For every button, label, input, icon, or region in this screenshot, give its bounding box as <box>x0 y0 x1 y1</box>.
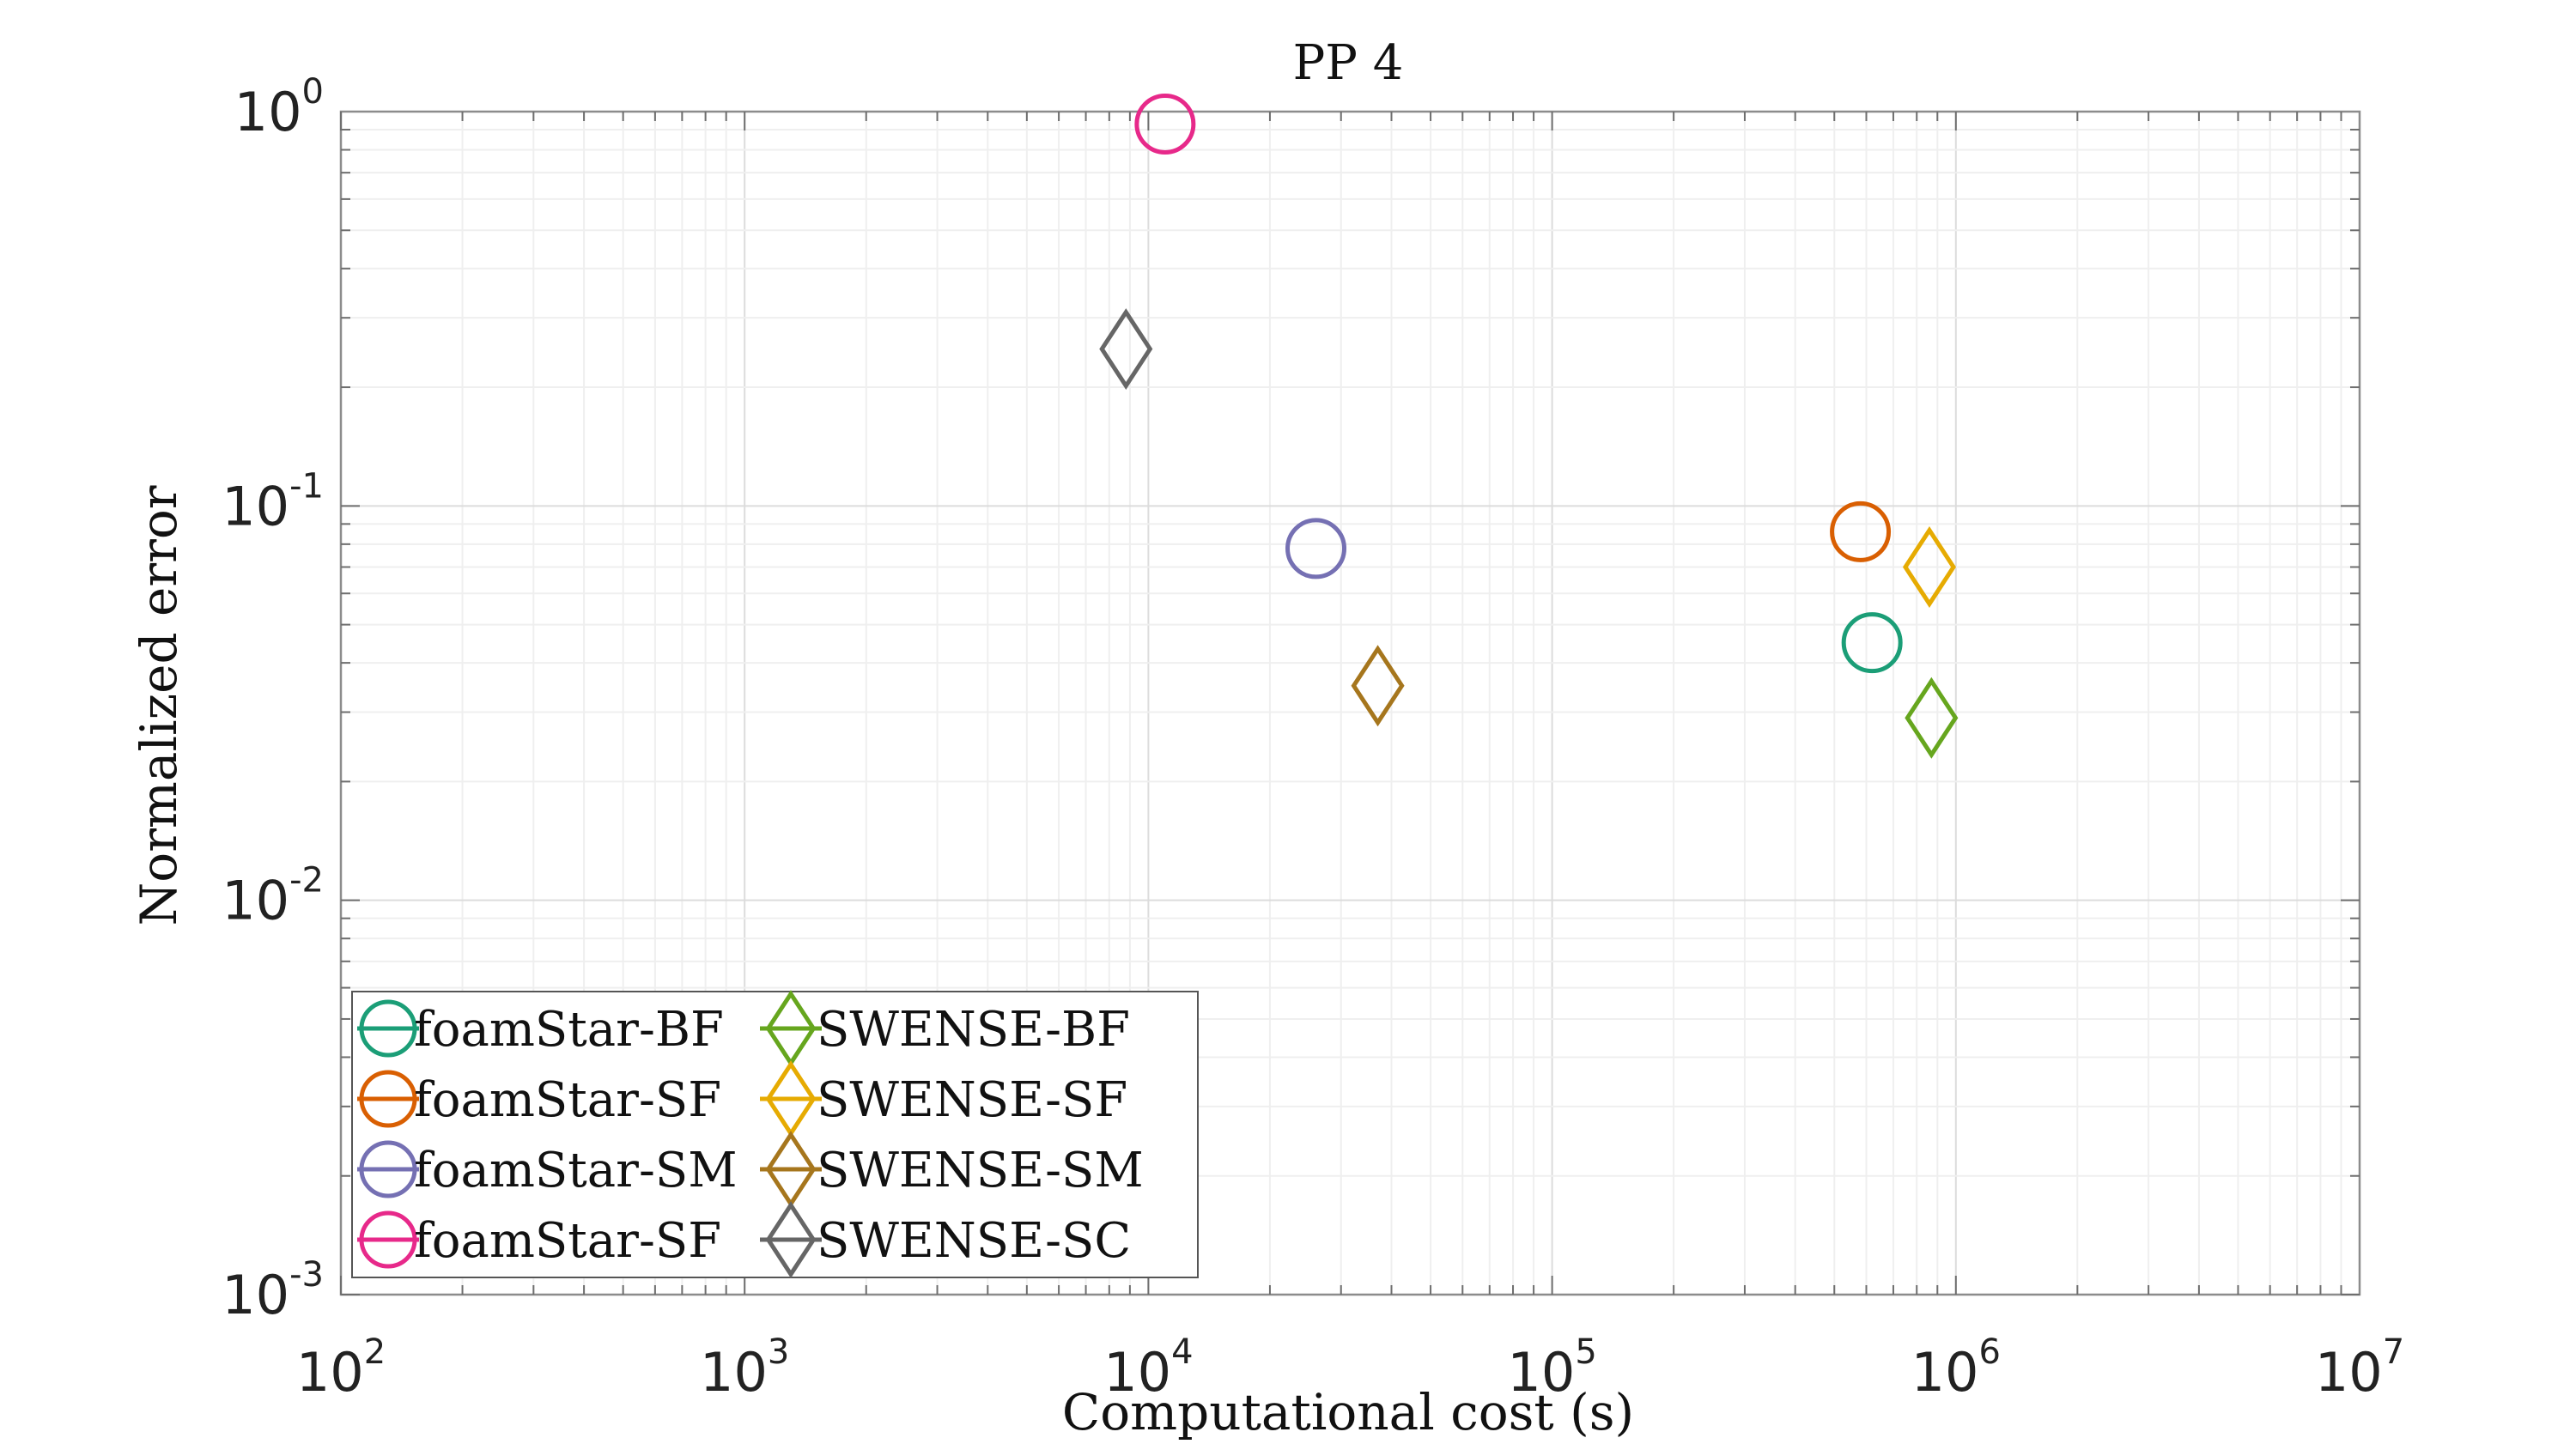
tick-base: 10 <box>700 1341 768 1404</box>
legend-circle-marker <box>359 1070 417 1128</box>
tick-exponent: 5 <box>1575 1332 1596 1372</box>
tick-base: 10 <box>296 1341 364 1404</box>
legend-label: foamStar-SM <box>414 1143 738 1198</box>
x-tick-labels: 102 103 104 105 106 107 <box>296 1332 2404 1404</box>
legend-label: foamStar-SF <box>414 1072 721 1128</box>
tick-base: 10 <box>1103 1341 1171 1404</box>
tick-exponent: 3 <box>768 1332 789 1372</box>
tick-exponent: 0 <box>302 72 324 112</box>
legend-entry: foamStar-BF <box>357 999 724 1058</box>
x-tick-label: 107 <box>2315 1332 2404 1404</box>
legend-circle-marker <box>359 999 417 1058</box>
tick-exponent: 4 <box>1171 1332 1193 1372</box>
legend-entry: SWENSE-SF <box>760 1060 1127 1138</box>
grid <box>340 112 2360 1295</box>
circle-marker <box>1134 93 1196 155</box>
y-tick-label: 10-3 <box>222 1255 324 1326</box>
tick-exponent: 2 <box>364 1332 386 1372</box>
tick-exponent: -3 <box>289 1255 324 1295</box>
legend-label: SWENSE-BF <box>817 1002 1130 1058</box>
legend-entry: SWENSE-BF <box>760 990 1130 1067</box>
tick-base: 10 <box>1911 1341 1979 1404</box>
x-tick-label: 102 <box>296 1332 386 1404</box>
tick-exponent: -2 <box>289 861 324 901</box>
y-tick-label: 10-2 <box>222 861 324 932</box>
legend-entry: foamStar-SF <box>357 1210 721 1269</box>
tick-base: 10 <box>234 81 302 143</box>
circle-marker <box>1830 501 1892 562</box>
diamond-marker <box>1099 308 1153 391</box>
y-tick-label: 10-1 <box>222 466 324 537</box>
legend-label: SWENSE-SF <box>817 1072 1127 1128</box>
legend-entry: SWENSE-SC <box>760 1201 1131 1278</box>
data-points <box>1099 93 1959 759</box>
legend-circle-marker <box>359 1140 417 1198</box>
y-tick-label: 100 <box>234 72 324 143</box>
circle-marker <box>1285 518 1347 579</box>
legend-label: foamStar-SF <box>414 1213 721 1269</box>
diamond-marker <box>1351 645 1405 727</box>
tick-base: 10 <box>222 1264 289 1326</box>
y-axis-label: Normalized error <box>130 485 188 925</box>
x-axis-label: Computational cost (s) <box>1062 1383 1634 1441</box>
legend-label: SWENSE-SC <box>817 1213 1131 1269</box>
legend: foamStar-BF foamStar-SF foamStar-SM foamSta… <box>351 990 1199 1278</box>
x-tick-label: 103 <box>700 1332 789 1404</box>
legend-circle-marker <box>359 1210 417 1269</box>
legend-entry: foamStar-SF <box>357 1070 721 1128</box>
x-tick-label: 105 <box>1507 1332 1596 1404</box>
tick-exponent: 7 <box>2383 1332 2404 1372</box>
legend-label: SWENSE-SM <box>817 1143 1144 1198</box>
circle-marker <box>1841 612 1903 674</box>
diamond-marker <box>1905 676 1959 759</box>
diamond-marker <box>1902 526 1957 608</box>
tick-base: 10 <box>222 475 289 537</box>
tick-base: 10 <box>2315 1341 2383 1404</box>
x-tick-label: 104 <box>1103 1332 1193 1404</box>
tick-base: 10 <box>1507 1341 1575 1404</box>
tick-exponent: 6 <box>1979 1332 2001 1372</box>
legend-diamond-marker <box>765 1201 817 1278</box>
legend-entry: foamStar-SM <box>357 1140 738 1198</box>
chart-title: PP 4 <box>1293 35 1404 91</box>
legend-entry: SWENSE-SM <box>760 1131 1144 1208</box>
x-tick-label: 106 <box>1911 1332 2001 1404</box>
legend-label: foamStar-BF <box>414 1002 724 1058</box>
tick-exponent: -1 <box>289 466 324 506</box>
plot-frame <box>339 110 2361 1296</box>
ticks <box>340 112 2360 1295</box>
tick-base: 10 <box>222 870 289 932</box>
